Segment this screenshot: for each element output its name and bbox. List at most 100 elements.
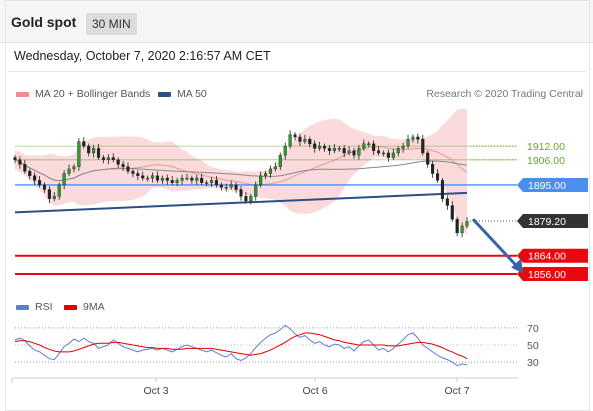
candle-body: [347, 150, 351, 154]
candle-body: [131, 171, 135, 174]
legend-rsi: RSI: [16, 301, 53, 313]
candle-body: [440, 180, 444, 199]
candle-body: [33, 175, 37, 181]
candle-body: [308, 139, 312, 145]
rsi-9ma-line: [14, 332, 468, 360]
candle-body: [259, 175, 263, 186]
candle-body: [111, 157, 115, 161]
candle-body: [136, 173, 140, 177]
candle-body: [141, 175, 145, 179]
x-axis-label: Oct 3: [143, 385, 168, 397]
candle-body: [47, 189, 51, 199]
candle-body: [445, 198, 449, 206]
candle-body: [116, 159, 120, 165]
candle-body: [219, 184, 223, 188]
candle-body: [264, 173, 268, 177]
candle-body: [460, 225, 464, 234]
candle-body: [435, 173, 440, 181]
candle-body: [411, 136, 415, 140]
candle-body: [391, 152, 395, 158]
candle-body: [23, 164, 27, 172]
candle-body: [337, 148, 341, 150]
research-credit: Research © 2020 Trading Central: [426, 88, 583, 100]
projection-arrow-head: [511, 258, 524, 274]
candle-body: [224, 187, 228, 189]
candle-body: [386, 152, 390, 158]
projection-arrow-shaft: [471, 218, 518, 267]
candle-body: [195, 177, 199, 181]
candle-body: [229, 184, 233, 188]
candle-body: [18, 159, 22, 165]
candle-body: [165, 177, 169, 181]
candle-body: [283, 145, 287, 156]
rsi-tick-label: 30: [527, 357, 539, 369]
candle-body: [313, 143, 317, 149]
legend-9ma-label: 9MA: [83, 301, 105, 313]
candle-body: [273, 166, 277, 170]
candle-body: [455, 218, 459, 234]
candle-body: [421, 139, 425, 154]
candle-body: [42, 184, 47, 190]
candle-body: [96, 148, 101, 158]
candle-body: [298, 136, 302, 142]
legend-rsi-label: RSI: [35, 301, 53, 313]
instrument-title: Gold spot: [11, 14, 77, 30]
candle-body: [101, 157, 105, 161]
candle-body: [303, 139, 307, 142]
candle-body: [465, 221, 469, 227]
legend-ma50-label: MA 50: [177, 88, 207, 100]
level-label-1864.00: 1864.00: [528, 251, 566, 263]
candle-body: [180, 177, 184, 181]
legend-bollinger: MA 20 + Bollinger Bands: [16, 88, 150, 100]
candle-body: [332, 148, 336, 151]
x-axis: Oct 3 Oct 6 Oct 7: [11, 377, 518, 397]
timeframe-badge[interactable]: 30 MIN: [86, 13, 137, 35]
candle-body: [13, 157, 17, 161]
candle-body: [77, 141, 81, 167]
candle-body: [92, 148, 96, 154]
price-pane: 1912.00 1906.00 1895.00 1879.20 1864.00 1856.…: [13, 108, 588, 282]
candle-body: [367, 143, 371, 146]
level-label-1912.00: 1912.00: [527, 141, 565, 153]
level-label-1856.00: 1856.00: [528, 269, 566, 281]
level-label-1895.00: 1895.00: [528, 180, 566, 192]
candle-body: [175, 180, 179, 183]
level-label-1906.00: 1906.00: [527, 155, 565, 167]
candle-body: [200, 177, 204, 183]
candle-body: [185, 177, 189, 180]
candle-body: [151, 175, 155, 179]
chart-datetime: Wednesday, October 7, 2020 2:16:57 AM CE…: [14, 49, 271, 63]
candle-body: [327, 148, 331, 151]
candle-body: [377, 150, 381, 154]
candle-body: [416, 136, 420, 140]
candle-body: [362, 143, 366, 149]
candle-body: [214, 180, 218, 186]
candle-body: [62, 173, 66, 186]
trendline: [14, 191, 468, 214]
candle-body: [288, 134, 292, 147]
candle-body: [406, 139, 410, 147]
x-axis-label: Oct 7: [444, 385, 469, 397]
candle-body: [234, 184, 238, 190]
ma9-swatch: [64, 304, 77, 310]
candle-body: [254, 184, 258, 197]
candle-body: [357, 148, 361, 156]
candle-body: [160, 177, 164, 181]
candle-body: [57, 184, 61, 197]
rsi-tick-label: 50: [527, 340, 539, 352]
chart-header: Gold spot 30 MIN: [0, 0, 593, 43]
rsi-tick-label: 70: [527, 323, 539, 335]
candle-body: [209, 180, 214, 183]
candle-body: [72, 166, 76, 170]
legend-9ma: 9MA: [64, 301, 105, 313]
candle-body: [431, 164, 435, 174]
candle-body: [293, 134, 297, 138]
candle-body: [278, 155, 282, 167]
candle-body: [28, 171, 32, 177]
candle-body: [239, 189, 243, 197]
legend-bollinger-label: MA 20 + Bollinger Bands: [35, 88, 151, 100]
level-label-1879.20: 1879.20: [528, 216, 566, 228]
candle-body: [190, 177, 194, 181]
rsi-pane: 70 50 30: [14, 323, 539, 369]
